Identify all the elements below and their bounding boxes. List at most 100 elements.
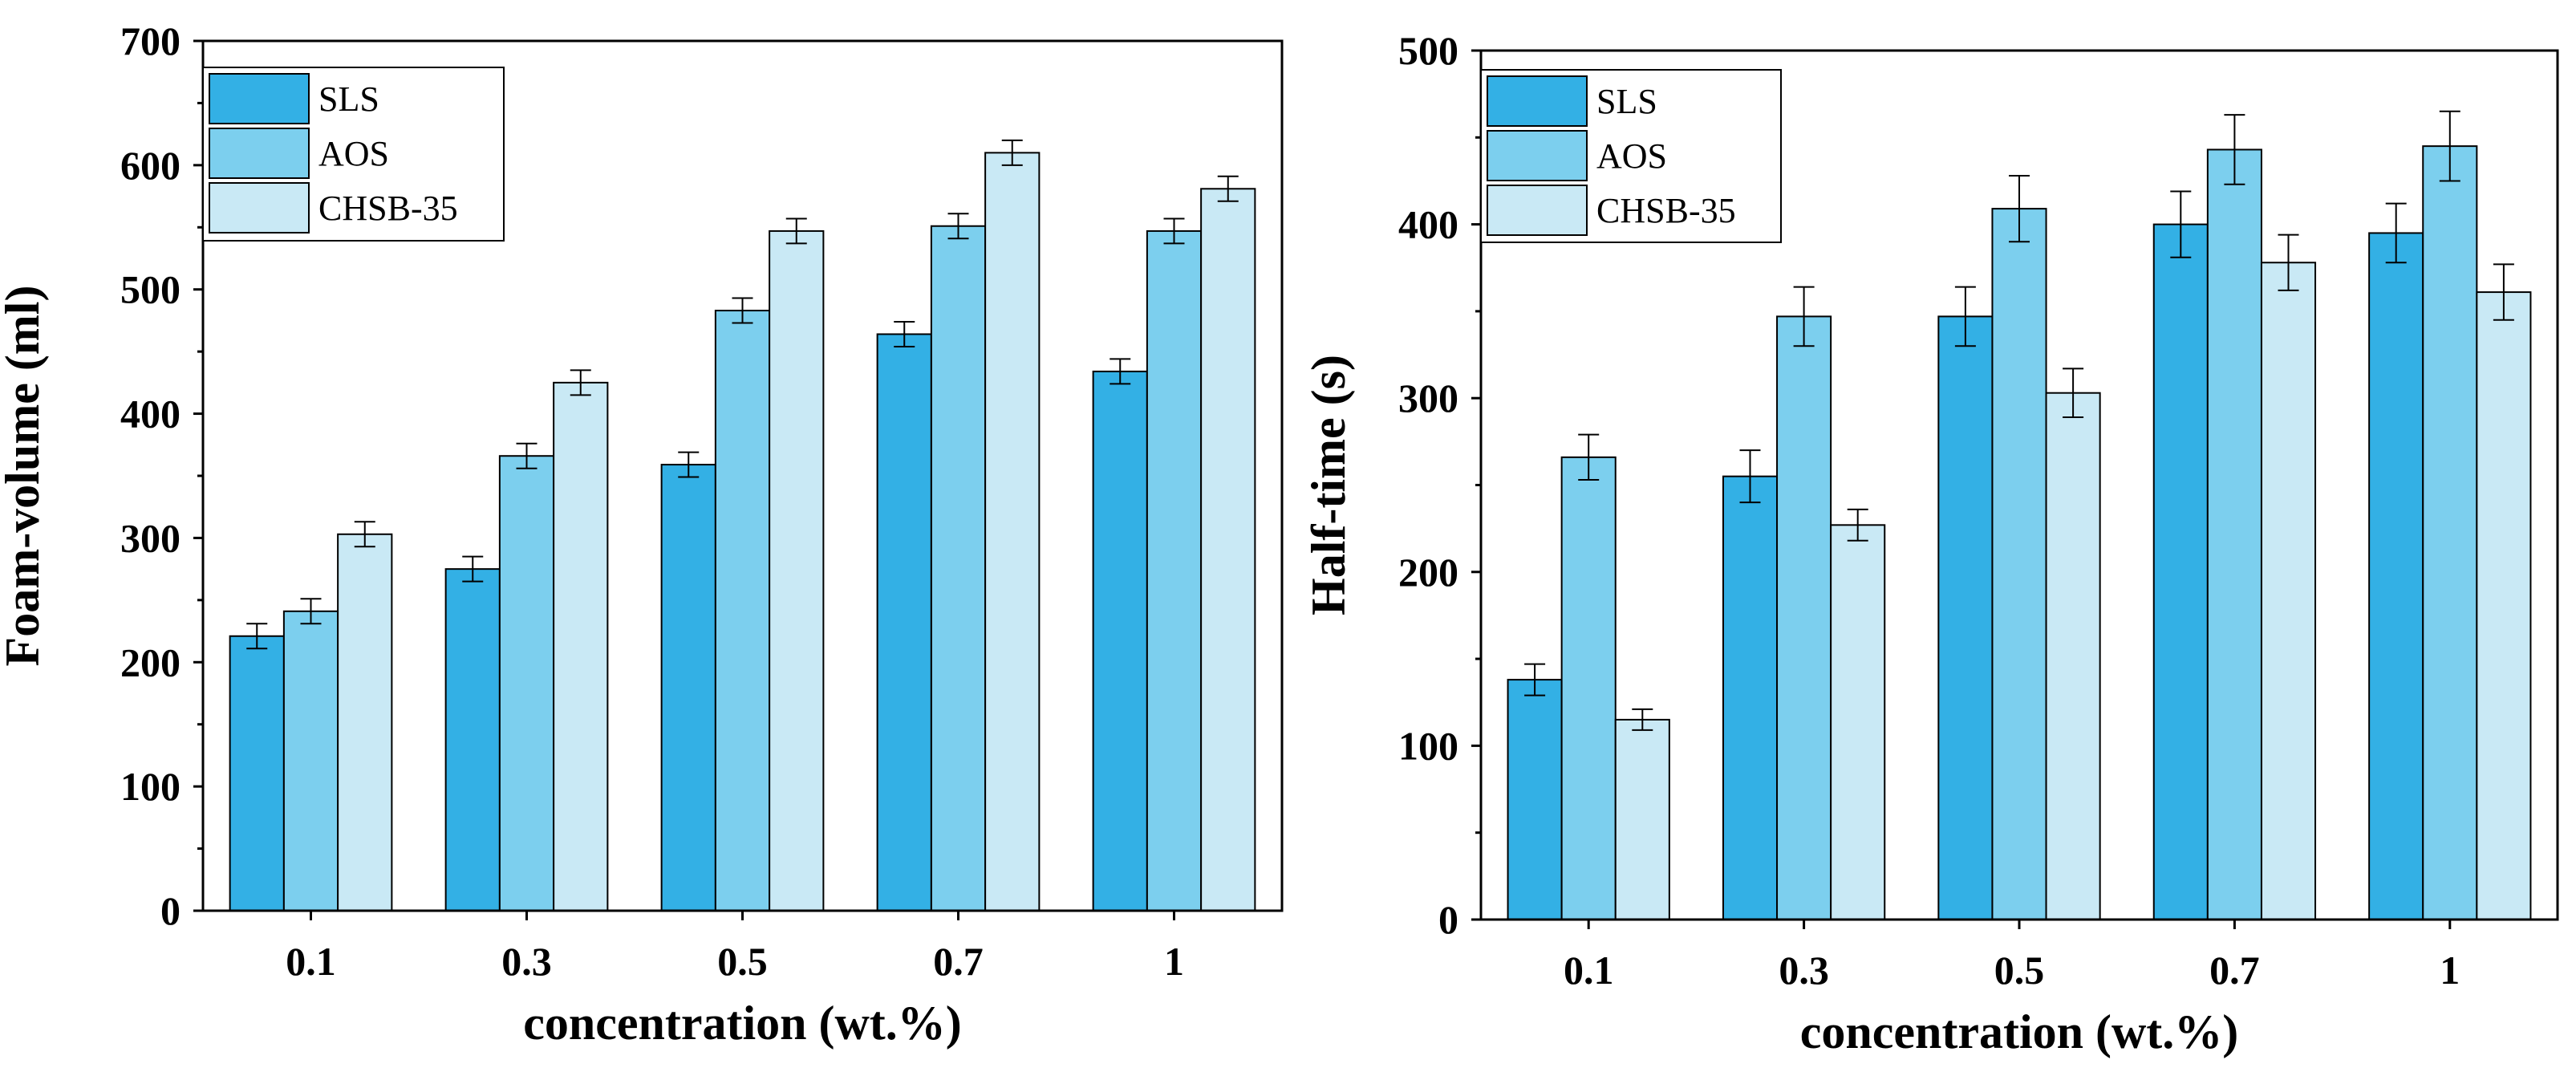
left-chart-ytick-label: 400 xyxy=(120,392,181,437)
right-chart-errorbar-sls-0.3 xyxy=(1739,449,1761,504)
left-chart-ytick-label: 500 xyxy=(120,267,181,312)
left-chart-errorbar-chsb-35-0.1 xyxy=(354,521,375,548)
left-chart-legend-swatch-aos xyxy=(209,128,310,179)
right-chart-bar-chsb-35-0.3 xyxy=(1830,524,1886,920)
right-chart-bar-chsb-35-0.1 xyxy=(1614,718,1670,920)
right-chart-ytick-label: 0 xyxy=(1438,897,1458,942)
left-chart-legend-label-aos: AOS xyxy=(318,134,389,173)
left-chart-xtick-label-1: 1 xyxy=(1164,939,1184,984)
left-chart-bar-sls-0.3 xyxy=(444,568,501,912)
right-chart-series-chsb-35 xyxy=(1614,233,2532,921)
left-chart-errorbar-aos-1 xyxy=(1163,217,1185,245)
left-chart-bar-sls-0.5 xyxy=(660,464,716,912)
right-chart-legend-swatch-sls xyxy=(1487,75,1588,127)
left-chart-ytick-label: 100 xyxy=(120,764,181,809)
right-chart-errorbar-chsb-35-0.3 xyxy=(1847,508,1868,542)
right-chart-legend-swatch-chsb-35 xyxy=(1487,185,1588,236)
right-chart-bar-aos-0.3 xyxy=(1776,315,1832,920)
left-chart-ytick-label: 700 xyxy=(120,18,181,63)
right-chart-bar-aos-0.1 xyxy=(1560,456,1617,920)
right-chart-xtick-label-0.1: 0.1 xyxy=(1564,948,1614,993)
right-chart-errorbar-aos-1 xyxy=(2439,110,2460,182)
left-chart-series-sls xyxy=(229,320,1148,912)
right-chart-errorbar-chsb-35-0.7 xyxy=(2278,233,2299,291)
right-chart-bar-aos-0.5 xyxy=(1991,208,2047,920)
left-chart-bar-chsb-35-1 xyxy=(1200,188,1256,912)
right-chart-bar-sls-1 xyxy=(2368,232,2424,920)
left-chart-errorbar-sls-0.7 xyxy=(894,320,915,347)
left-chart-bar-aos-0.7 xyxy=(930,225,987,912)
right-chart-legend-label-chsb-35: CHSB-35 xyxy=(1596,191,1736,230)
left-chart-bar-sls-0.7 xyxy=(876,333,932,912)
right-chart-errorbar-sls-0.5 xyxy=(1954,286,1976,347)
right-chart: 0 100 200 300 400 500 0.1 0.3 0.5 0.7 1 concentrati… xyxy=(1302,28,2559,1058)
left-chart-ylabel: Foam-volume (ml) xyxy=(0,286,49,667)
right-chart-bar-sls-0.5 xyxy=(1937,315,1994,920)
left-chart-xtick-label-0.3: 0.3 xyxy=(501,939,552,984)
right-chart-xtick-label-0.5: 0.5 xyxy=(1994,948,2045,993)
right-chart-bar-sls-0.7 xyxy=(2152,223,2209,921)
right-chart-xtick-label-0.7: 0.7 xyxy=(2209,948,2260,993)
left-chart-bar-aos-0.5 xyxy=(714,310,771,912)
right-chart-xtick-label-1: 1 xyxy=(2440,948,2460,993)
left-chart-bar-aos-1 xyxy=(1146,229,1203,912)
right-chart-legend-swatch-aos xyxy=(1487,130,1588,181)
left-chart-series-aos xyxy=(282,213,1203,912)
left-chart-errorbar-chsb-35-0.7 xyxy=(1001,139,1023,166)
right-chart-bar-chsb-35-1 xyxy=(2476,291,2532,921)
right-chart-ylabel: Half-time (s) xyxy=(1302,355,1355,615)
right-chart-ytick-label: 100 xyxy=(1398,723,1458,768)
right-chart-bar-sls-0.1 xyxy=(1507,679,1563,920)
right-chart-errorbar-aos-0.3 xyxy=(1793,286,1815,347)
right-chart-series-aos xyxy=(1560,110,2478,921)
right-chart-bar-aos-1 xyxy=(2422,145,2478,920)
left-chart-legend-label-chsb-35: CHSB-35 xyxy=(318,189,458,228)
right-chart-ytick-label: 500 xyxy=(1398,28,1458,73)
left-chart-ytick-label: 200 xyxy=(120,640,181,684)
left-chart-bar-sls-0.1 xyxy=(229,635,285,912)
left-chart-errorbar-sls-1 xyxy=(1110,358,1131,385)
left-chart-ytick-label: 600 xyxy=(120,143,181,188)
left-chart-errorbar-aos-0.7 xyxy=(947,213,969,240)
right-chart-errorbar-aos-0.7 xyxy=(2224,114,2245,185)
right-chart-bar-chsb-35-0.5 xyxy=(2045,392,2101,920)
left-chart-errorbar-sls-0.5 xyxy=(678,451,700,478)
right-chart-errorbar-chsb-35-1 xyxy=(2493,263,2514,321)
left-chart-bar-aos-0.3 xyxy=(498,455,555,912)
right-chart-series-sls xyxy=(1507,190,2424,921)
left-chart-bar-sls-1 xyxy=(1092,370,1148,912)
left-chart-bar-chsb-35-0.3 xyxy=(553,381,609,912)
right-chart-errorbar-chsb-35-0.5 xyxy=(2063,367,2084,419)
left-chart-legend-label-sls: SLS xyxy=(318,79,379,119)
left-chart-errorbar-chsb-35-0.5 xyxy=(785,217,807,245)
left-chart-errorbar-sls-0.3 xyxy=(462,555,484,583)
right-chart-bar-chsb-35-0.7 xyxy=(2260,262,2317,920)
right-chart-legend-label-aos: AOS xyxy=(1596,136,1667,176)
left-chart-errorbar-aos-0.5 xyxy=(732,297,753,324)
left-chart-series-chsb-35 xyxy=(337,139,1256,912)
left-chart-errorbar-chsb-35-0.3 xyxy=(570,369,591,396)
left-chart-bar-chsb-35-0.5 xyxy=(769,229,825,912)
right-chart-legend: SLS AOS CHSB-35 xyxy=(1480,69,1782,243)
left-chart-xtick-label-0.5: 0.5 xyxy=(717,939,768,984)
left-chart-bar-chsb-35-0.7 xyxy=(984,152,1041,912)
right-chart-legend-label-sls: SLS xyxy=(1596,82,1657,121)
right-chart-errorbar-sls-1 xyxy=(2385,202,2407,264)
right-chart-xtick-label-0.3: 0.3 xyxy=(1779,948,1829,993)
left-chart-ytick-label: 0 xyxy=(160,888,181,933)
left-chart-errorbar-sls-0.1 xyxy=(246,623,268,650)
right-chart-bar-aos-0.7 xyxy=(2206,148,2262,921)
right-chart-ytick-label: 200 xyxy=(1398,550,1458,595)
left-chart: 0 100 200 300 400 500 600 700 0.1 0.3 0.5 0.7 1 conce… xyxy=(0,18,1284,1050)
left-chart-xtick-label-0.1: 0.1 xyxy=(286,939,336,984)
right-chart-bar-sls-0.3 xyxy=(1722,475,1779,920)
left-chart-xtick-label-0.7: 0.7 xyxy=(933,939,984,984)
left-chart-legend: SLS AOS CHSB-35 xyxy=(202,67,505,242)
left-chart-xlabel: concentration (wt.%) xyxy=(523,997,962,1050)
left-chart-ytick-label: 300 xyxy=(120,515,181,560)
right-chart-errorbar-aos-0.5 xyxy=(2009,174,2030,243)
left-chart-bar-aos-0.1 xyxy=(282,610,339,912)
right-chart-xlabel: concentration (wt.%) xyxy=(1800,1005,2239,1058)
right-chart-errorbar-chsb-35-0.1 xyxy=(1632,708,1653,731)
